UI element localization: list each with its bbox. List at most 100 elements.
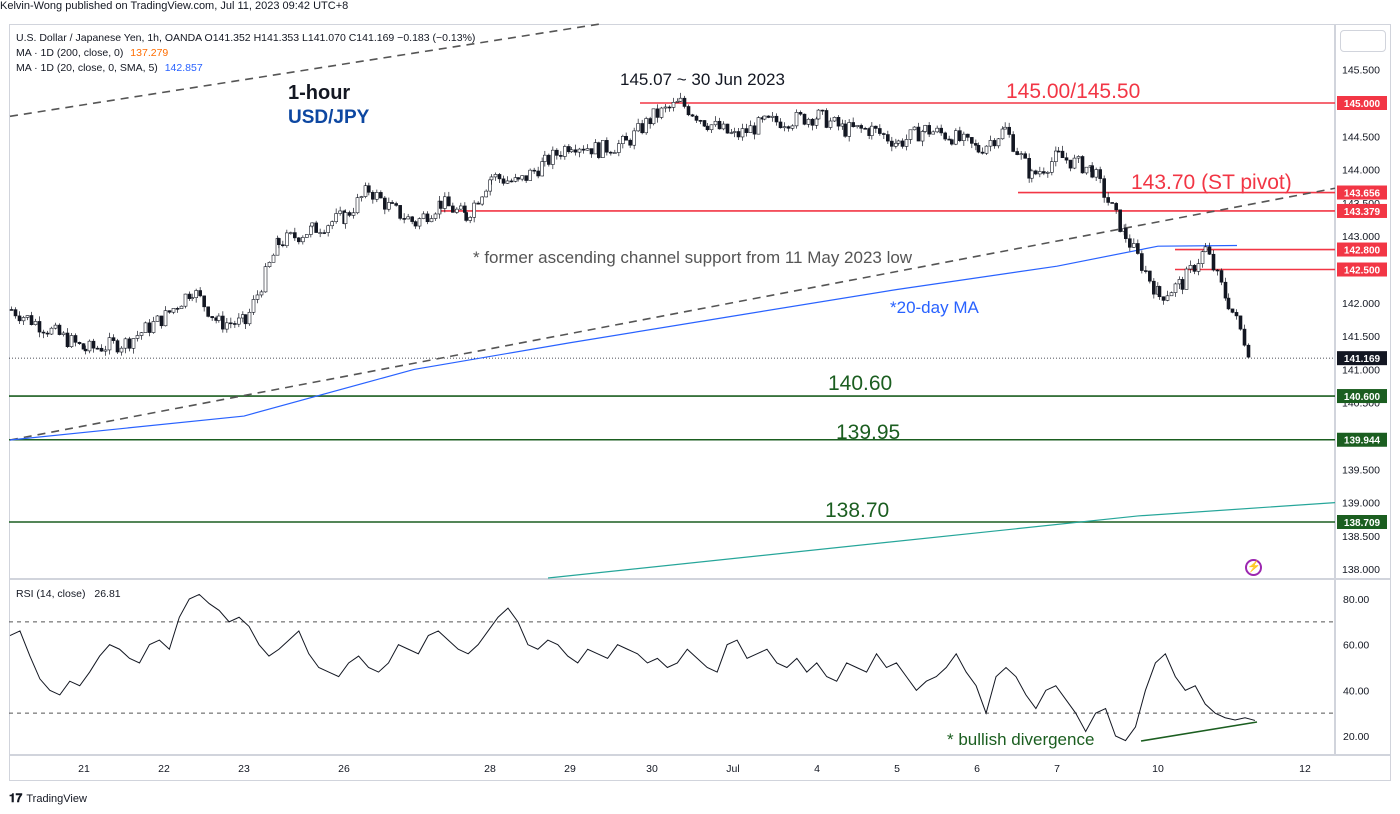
candle-body	[77, 342, 82, 344]
rsi-tick-label: 60.00	[1343, 640, 1369, 652]
candle-body	[1226, 297, 1231, 310]
candle-body	[569, 149, 574, 153]
candle-body	[824, 110, 829, 128]
candle-body	[705, 125, 710, 131]
rsi-axis[interactable]	[1335, 579, 1391, 755]
candle-body	[1173, 283, 1178, 293]
candle-body	[601, 140, 605, 158]
candle-body	[828, 120, 833, 128]
candle-body	[1128, 238, 1132, 248]
candle-body	[920, 131, 925, 142]
candle-body	[351, 212, 356, 216]
candle-body	[81, 343, 86, 350]
price-tag-7	[1337, 432, 1387, 447]
candle-body	[563, 146, 567, 157]
channel-note: * former ascending channel support from …	[473, 248, 913, 267]
price-axis[interactable]	[1335, 24, 1391, 579]
candle-body	[1219, 270, 1224, 283]
candle-body	[1144, 270, 1148, 272]
rsi-pane[interactable]	[9, 579, 1335, 755]
candle-body	[847, 122, 851, 137]
candle-body	[774, 115, 779, 123]
candle-body	[237, 317, 241, 325]
candle-body	[1136, 243, 1140, 254]
candle-body	[551, 149, 555, 165]
ma20-legend[interactable]: MA · 1D (20, close, 0, SMA, 5) 142.857	[16, 62, 203, 74]
candle-body	[651, 108, 656, 125]
price-tag-2	[1337, 203, 1387, 218]
candle-body	[778, 121, 783, 129]
auto-scale-button[interactable]	[1340, 30, 1386, 52]
published-by-line: Kelvin-Wong published on TradingView.com…	[0, 0, 349, 12]
candle-body	[894, 142, 898, 147]
candle-body	[756, 117, 761, 135]
candle-body	[480, 196, 484, 205]
ma20-legend-label: MA · 1D (20, close, 0, SMA, 5)	[16, 62, 158, 74]
candle-body	[1011, 134, 1015, 152]
ma200-legend[interactable]: MA · 1D (200, close, 0) 137.279	[16, 47, 168, 59]
candle-body	[69, 335, 74, 348]
candle-body	[667, 106, 672, 109]
price-tag-label: 145.000	[1344, 99, 1381, 110]
replay-icon[interactable]: ⚡	[1245, 559, 1262, 576]
candle-body	[53, 324, 58, 329]
candle-body	[355, 197, 360, 214]
candle-body	[464, 212, 468, 221]
candle-body	[171, 308, 176, 313]
candle-body	[589, 148, 594, 155]
tradingview-brand: TradingView	[26, 792, 87, 805]
candle-body	[135, 335, 140, 339]
candle-body	[609, 151, 613, 154]
tradingview-logo[interactable]: 𝟏𝟕 TradingView	[9, 791, 87, 806]
candle-body	[709, 124, 714, 131]
price-pane[interactable]	[9, 24, 1335, 579]
rsi-legend[interactable]: RSI (14, close) 26.81	[16, 588, 121, 600]
candle-body	[762, 115, 767, 120]
candle-body	[984, 145, 989, 154]
candle-body	[593, 142, 598, 155]
candle-body	[359, 196, 364, 198]
rsi-tick-label: 40.00	[1343, 685, 1369, 697]
candle-body	[912, 126, 917, 131]
high-note: 145.07 ~ 30 Jun 2023	[620, 70, 785, 89]
candle-body	[1169, 292, 1174, 297]
candle-body	[1203, 246, 1208, 253]
candle-body	[123, 338, 128, 349]
candle-body	[939, 127, 943, 134]
price-tick-label: 144.500	[1342, 131, 1380, 143]
bullish-divergence-line	[1140, 721, 1258, 742]
candle-body	[217, 315, 221, 321]
candle-body	[326, 225, 330, 233]
candle-body	[371, 192, 375, 200]
price-tag-0	[1337, 96, 1387, 110]
candle-body	[1000, 128, 1005, 140]
price-tag-label: 143.379	[1344, 207, 1381, 218]
candle-body	[497, 174, 502, 180]
candle-body	[1192, 265, 1197, 272]
candle-body	[107, 337, 112, 351]
time-tick-label: 7	[1054, 763, 1060, 775]
channel-upper-line	[9, 23, 601, 118]
candle-body	[206, 306, 210, 317]
support-label-1: 140.60	[828, 372, 893, 395]
time-tick-label: 6	[974, 763, 980, 775]
candle-body	[1110, 202, 1114, 204]
candle-body	[1030, 170, 1034, 179]
candle-body	[597, 142, 601, 158]
price-tag-6	[1337, 389, 1387, 404]
candle-body	[659, 107, 664, 118]
ma200-line	[547, 502, 1336, 579]
candle-body	[698, 120, 703, 122]
candle-body	[103, 349, 108, 352]
candle-body	[398, 205, 402, 219]
candle-body	[1068, 159, 1073, 169]
candle-body	[996, 138, 1001, 147]
candle-body	[330, 221, 334, 227]
candle-body	[343, 212, 348, 224]
candle-body	[1038, 171, 1042, 175]
candle-body	[1132, 243, 1136, 248]
time-axis[interactable]	[9, 755, 1391, 781]
candle-body	[406, 216, 410, 220]
candle-body	[229, 322, 233, 325]
symbol-legend[interactable]: U.S. Dollar / Japanese Yen, 1h, OANDA O1…	[16, 32, 476, 44]
